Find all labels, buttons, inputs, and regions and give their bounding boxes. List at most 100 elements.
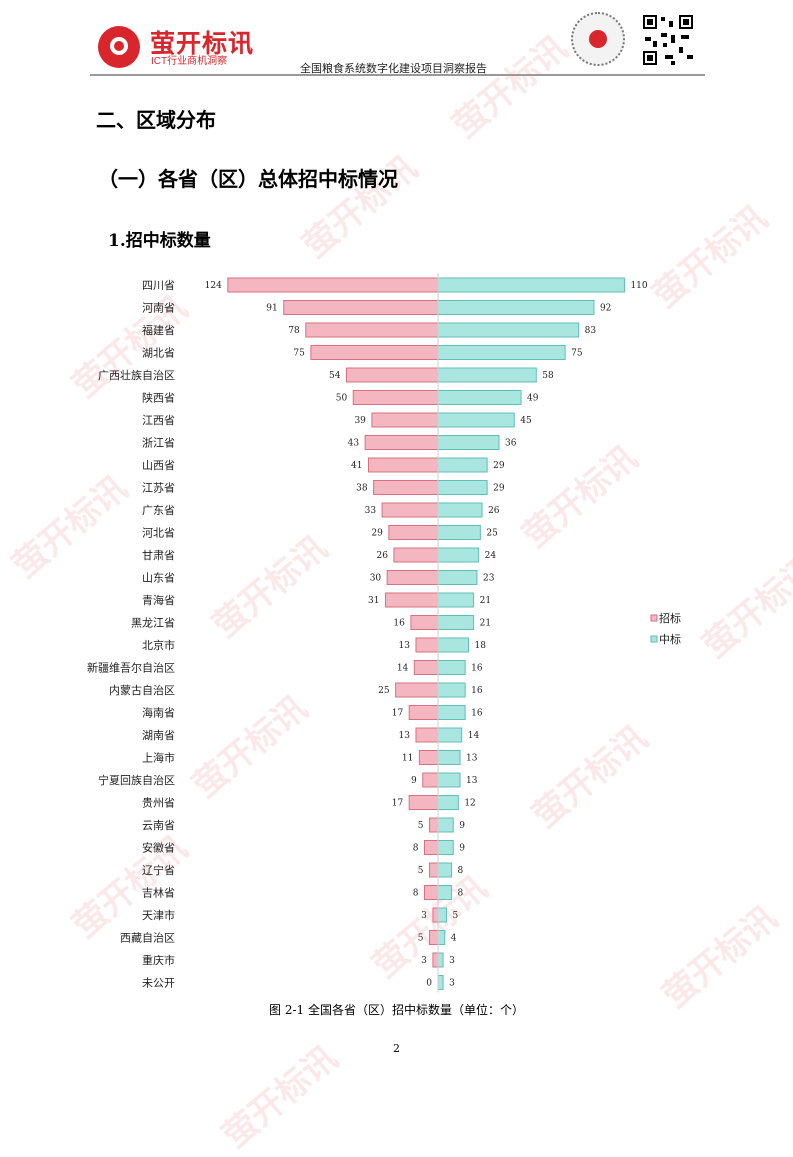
category-label: 甘肃省 (142, 549, 175, 562)
qr-code-icon (641, 13, 695, 67)
category-label: 江苏省 (142, 482, 175, 495)
bar-award-32 (437, 975, 444, 990)
data-label-award: 45 (520, 416, 532, 426)
bar-award-29 (437, 907, 447, 923)
bar-tender-13 (393, 547, 439, 563)
data-label-award: 92 (600, 304, 611, 314)
bar-award-20 (437, 705, 466, 720)
bar-award-16 (437, 615, 475, 630)
page-number: 2 (393, 1042, 400, 1055)
data-label-award: 23 (483, 574, 495, 584)
data-label-award: 83 (585, 326, 597, 336)
bar-award-9 (437, 457, 488, 473)
bar-award-30 (437, 930, 446, 945)
data-label-award: 14 (468, 731, 480, 741)
category-label: 湖南省 (142, 729, 175, 742)
bar-tender-21 (415, 727, 439, 743)
category-label: 陕西省 (142, 391, 175, 405)
category-label: 重庆市 (142, 953, 175, 967)
bar-tender-8 (364, 435, 439, 450)
data-label-award: 29 (493, 461, 505, 471)
data-label-tender: 8 (413, 844, 419, 854)
data-label-tender: 5 (418, 821, 424, 831)
bar-award-10 (437, 480, 488, 495)
data-label-award: 8 (458, 889, 464, 899)
bar-tender-9 (368, 457, 439, 473)
brand-tagline: ICT行业商机洞察 (151, 56, 228, 67)
bar-tender-23 (422, 772, 439, 788)
data-label-tender: 25 (378, 686, 390, 696)
data-label-tender: 17 (392, 709, 404, 719)
data-label-award: 16 (471, 709, 483, 719)
bar-tender-24 (408, 795, 439, 810)
data-label-tender: 3 (421, 956, 427, 966)
legend-label-award: 中标 (659, 632, 681, 646)
data-label-award: 21 (480, 619, 491, 629)
category-label: 广东省 (142, 504, 175, 517)
bar-tender-1 (227, 277, 439, 293)
data-label-award: 9 (459, 844, 465, 854)
category-label: 福建省 (142, 323, 175, 337)
bar-tender-28 (423, 885, 439, 900)
bar-award-2 (437, 300, 595, 315)
bar-tender-26 (423, 840, 439, 855)
bar-tender-19 (395, 682, 439, 698)
data-label-tender: 13 (399, 641, 411, 651)
data-label-tender: 39 (354, 416, 366, 426)
category-label: 云南省 (142, 819, 175, 832)
category-label: 辽宁省 (142, 863, 175, 877)
data-label-award: 75 (571, 349, 583, 359)
bar-tender-14 (386, 570, 439, 585)
category-label: 广西壮族自治区 (98, 368, 175, 382)
bar-tender-17 (415, 637, 439, 653)
data-label-award: 21 (480, 596, 491, 606)
bar-award-17 (437, 637, 470, 653)
category-label: 黑龙江省 (131, 617, 175, 630)
data-label-tender: 75 (293, 349, 305, 359)
bar-award-3 (437, 322, 580, 338)
data-label-award: 3 (449, 956, 455, 966)
data-label-award: 8 (458, 866, 464, 876)
report-title: 全国粮食系统数字化建设项目洞察报告 (300, 62, 487, 75)
data-label-tender: 30 (370, 574, 382, 584)
category-label: 青海省 (142, 593, 175, 607)
bar-award-28 (437, 885, 453, 900)
bar-award-22 (437, 750, 461, 765)
category-label: 北京市 (142, 638, 175, 652)
bar-tender-2 (283, 300, 439, 315)
legend-swatch-tender (650, 614, 658, 622)
category-label: 西藏自治区 (120, 931, 175, 945)
data-label-tender: 16 (393, 619, 405, 629)
bar-tender-30 (429, 930, 439, 945)
bar-tender-15 (384, 592, 439, 608)
section-heading: 二、区域分布 (96, 108, 216, 132)
data-label-tender: 78 (288, 326, 300, 336)
data-label-tender: 17 (392, 799, 404, 809)
category-label: 四川省 (142, 279, 175, 292)
bar-tender-25 (429, 817, 439, 833)
bar-tender-12 (388, 525, 439, 540)
data-label-tender: 91 (266, 304, 277, 314)
bar-tender-18 (413, 660, 439, 675)
brand-name: 萤开标讯 (150, 30, 255, 58)
bar-award-18 (437, 660, 466, 675)
bar-award-1 (437, 277, 625, 293)
category-label: 河南省 (142, 302, 175, 315)
category-label: 湖北省 (142, 347, 175, 360)
bar-award-4 (437, 345, 566, 360)
data-label-award: 5 (452, 911, 458, 921)
category-label: 浙江省 (142, 437, 175, 450)
category-label: 河北省 (142, 527, 175, 540)
data-label-tender: 0 (426, 979, 432, 989)
legend-swatch-award (650, 635, 658, 643)
bar-tender-31 (432, 952, 439, 968)
bar-award-7 (437, 412, 515, 428)
data-label-award: 25 (486, 529, 498, 539)
category-label: 江西省 (142, 414, 175, 427)
bar-tender-16 (410, 615, 439, 630)
header-divider (90, 74, 705, 76)
bar-award-13 (437, 547, 480, 563)
data-label-tender: 3 (421, 911, 427, 921)
sub-subsection-heading: 1.招中标数量 (108, 231, 211, 251)
